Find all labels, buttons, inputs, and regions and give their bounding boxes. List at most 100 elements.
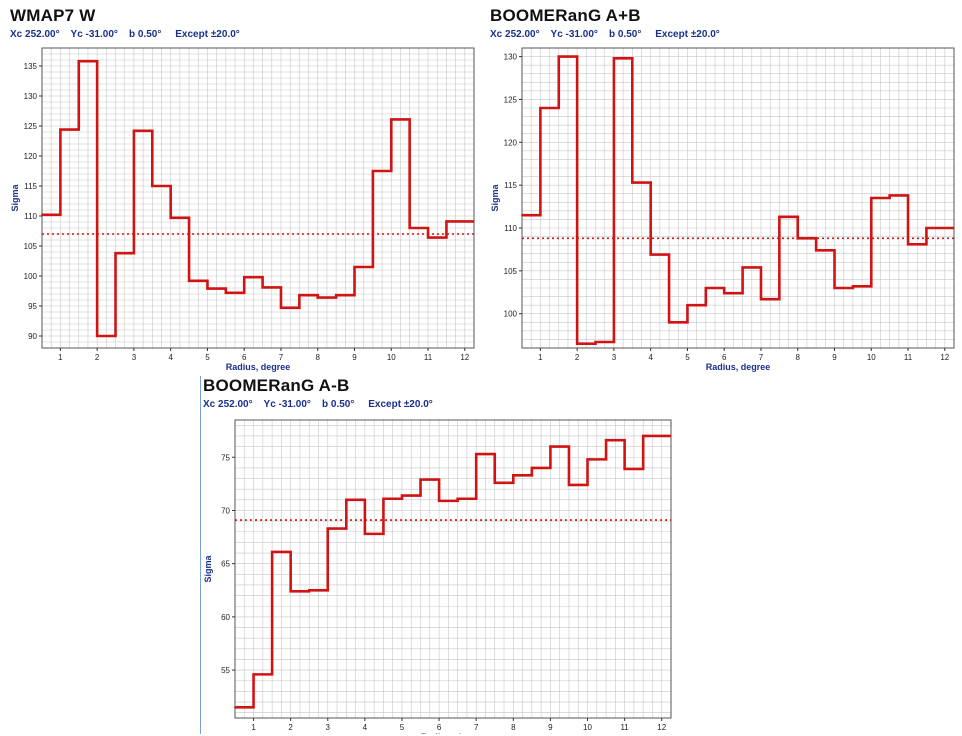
data-point	[252, 673, 255, 676]
data-point	[382, 497, 385, 500]
x-tick-label: 1	[538, 353, 543, 362]
x-tick-label: 8	[316, 353, 321, 362]
data-point	[419, 478, 422, 481]
x-tick-label: 12	[940, 353, 949, 362]
data-point	[114, 252, 117, 255]
data-point	[649, 253, 652, 256]
data-point	[463, 220, 466, 223]
plot-frame	[521, 47, 955, 349]
x-tick-label: 2	[95, 353, 100, 362]
x-tick-label: 9	[352, 353, 357, 362]
x-tick-label: 12	[460, 353, 469, 362]
data-point	[668, 321, 670, 324]
y-tick-label: 100	[504, 310, 518, 319]
data-point	[151, 185, 154, 187]
x-tick-label: 8	[796, 353, 801, 362]
data-point	[224, 291, 227, 294]
data-point	[298, 294, 301, 297]
data-point	[723, 292, 726, 295]
y-tick-label: 125	[504, 95, 518, 104]
x-tick-label: 3	[132, 353, 137, 362]
y-axis-label: Sigma	[490, 184, 500, 212]
chart-parameters: Xc 252.00° Yc -31.00° b 0.50° Except ±20…	[203, 399, 433, 410]
data-point	[243, 276, 246, 279]
data-point	[353, 266, 356, 268]
y-tick-label: 125	[24, 122, 38, 131]
data-point	[642, 435, 645, 437]
data-point	[261, 286, 264, 289]
plot-frame	[234, 419, 672, 719]
x-tick-label: 11	[620, 723, 629, 732]
data-point	[445, 220, 448, 223]
data-point	[456, 497, 459, 500]
data-point	[557, 55, 560, 58]
y-tick-label: 110	[504, 224, 517, 233]
data-point	[408, 227, 411, 229]
data-point	[704, 287, 707, 289]
y-tick-label: 105	[24, 242, 38, 251]
x-tick-label: 3	[612, 353, 617, 362]
x-tick-label: 4	[168, 353, 173, 362]
data-point	[438, 499, 440, 502]
y-tick-label: 105	[504, 267, 518, 276]
x-tick-label: 8	[511, 723, 516, 732]
x-axis-label: Radius, degree	[421, 732, 486, 734]
data-point	[316, 296, 319, 299]
x-tick-label: 1	[251, 723, 256, 732]
data-point	[206, 287, 209, 290]
data-point	[907, 243, 909, 246]
data-point	[778, 215, 781, 218]
data-point	[77, 60, 80, 63]
x-tick-label: 4	[648, 353, 653, 362]
data-point	[59, 128, 62, 131]
data-point	[851, 285, 854, 288]
x-tick-label: 6	[242, 353, 247, 362]
x-axis-label: Radius, degree	[226, 362, 291, 372]
plot-frame	[41, 47, 475, 349]
data-point	[363, 532, 366, 535]
y-tick-label: 135	[24, 62, 38, 71]
x-tick-label: 4	[363, 723, 368, 732]
step-chart-boomerang-a-minus-b: 1234567891011125560657075Radius, degreeS…	[203, 419, 672, 734]
data-point	[493, 481, 496, 484]
x-tick-label: 7	[474, 723, 479, 732]
data-point	[188, 279, 190, 282]
y-tick-label: 95	[28, 302, 37, 311]
x-tick-label: 10	[387, 353, 396, 362]
x-tick-label: 7	[759, 353, 764, 362]
data-point	[613, 57, 615, 60]
x-tick-label: 5	[685, 353, 690, 362]
data-point	[289, 590, 292, 593]
data-point	[870, 197, 873, 199]
sigma-step-line	[235, 434, 671, 709]
y-tick-label: 115	[504, 181, 517, 190]
x-tick-label: 10	[583, 723, 592, 732]
chart-panel-wmap7-w: WMAP7 W Xc 252.00° Yc -31.00° b 0.50° Ex…	[8, 6, 480, 374]
y-tick-label: 100	[24, 272, 38, 281]
data-point	[512, 474, 515, 477]
data-point	[796, 237, 799, 240]
data-point	[345, 498, 348, 501]
data-point	[308, 589, 311, 592]
y-tick-label: 115	[24, 182, 37, 191]
y-axis-label: Sigma	[10, 184, 20, 212]
data-point	[539, 107, 542, 109]
x-tick-label: 6	[437, 723, 442, 732]
data-point	[234, 706, 236, 709]
y-tick-label: 120	[24, 152, 38, 161]
x-tick-label: 3	[326, 723, 331, 732]
y-axis-label: Sigma	[203, 555, 213, 583]
data-point	[427, 236, 429, 239]
data-point	[41, 213, 43, 216]
y-tick-label: 110	[24, 212, 37, 221]
data-point	[888, 194, 891, 197]
y-tick-label: 60	[221, 613, 230, 622]
y-tick-label: 75	[221, 453, 230, 462]
data-point	[815, 249, 818, 252]
data-point	[326, 527, 329, 530]
data-point	[605, 439, 607, 442]
data-point	[576, 342, 579, 345]
data-point	[133, 129, 135, 132]
y-tick-label: 70	[221, 506, 230, 515]
x-tick-label: 11	[424, 353, 433, 362]
